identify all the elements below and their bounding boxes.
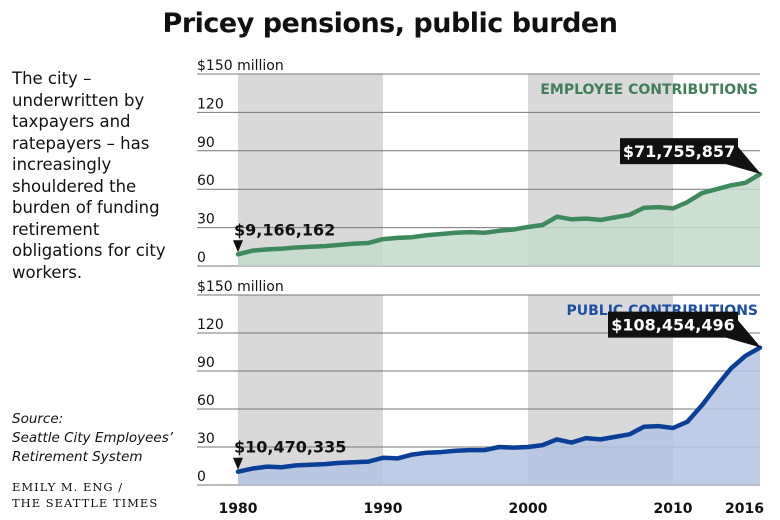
series-line-1 [235,345,763,474]
source-note: Source: Seattle City Employees’ Retireme… [12,410,192,467]
chart-title: Pricey pensions, public burden [162,8,618,39]
x-tick-label-4: 2016 [725,501,764,517]
start-value-label-1: $10,470,335 [234,438,346,457]
x-tick-label-3: 2010 [654,501,693,517]
end-value-label-1: $108,454,496 [611,316,734,335]
decade-band-0-0 [238,74,383,266]
y-tick-label-1-4: 30 [197,431,215,447]
start-value-label-0: $9,166,162 [234,220,335,239]
end-value-label-0: $71,755,857 [623,142,735,161]
source-line-1: Source: [12,411,64,427]
end-value-box-0 [620,138,738,165]
x-tick-label-2: 2000 [509,501,548,517]
source-line-2: Seattle City Employees’ [12,430,174,446]
y-tick-label-1-5: 0 [197,469,206,485]
series-area-1 [238,347,760,485]
start-marker-0 [233,240,243,253]
y-tick-label-1-3: 60 [197,393,215,409]
credit-line-2: THE SEATTLE TIMES [12,496,159,510]
y-tick-label-0-3: 60 [197,173,215,189]
x-tick-label-0: 1980 [219,501,258,517]
x-tick-label-1: 1990 [364,501,403,517]
decade-band-1-0 [238,295,383,485]
y-tick-label-0-5: 0 [197,250,206,266]
end-value-box-1 [608,311,738,338]
y-tick-label-1-2: 90 [197,355,215,371]
y-tick-label-0-1: 120 [197,96,224,112]
start-marker-1 [233,457,243,470]
credit-line-1: EMILY M. ENG / [12,480,124,494]
y-tick-label-0-4: 30 [197,212,215,228]
series-label-0: EMPLOYEE CONTRIBUTIONS [540,82,758,98]
source-line-3: Retirement System [12,449,143,465]
y-tick-label-0-0: $150 million [197,58,284,74]
y-tick-label-0-2: 90 [197,135,215,151]
y-tick-label-1-1: 120 [197,317,224,333]
intro-text: The city – underwritten by taxpayers and… [12,69,166,282]
series-line-0 [235,171,763,257]
y-tick-label-1-0: $150 million [197,279,284,295]
credit: EMILY M. ENG / THE SEATTLE TIMES [12,479,212,511]
